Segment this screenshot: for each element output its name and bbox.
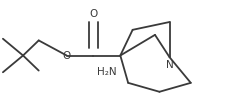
Text: O: O <box>89 9 98 19</box>
Text: H₂N: H₂N <box>97 67 117 76</box>
Text: N: N <box>166 60 173 70</box>
Text: O: O <box>63 51 71 61</box>
